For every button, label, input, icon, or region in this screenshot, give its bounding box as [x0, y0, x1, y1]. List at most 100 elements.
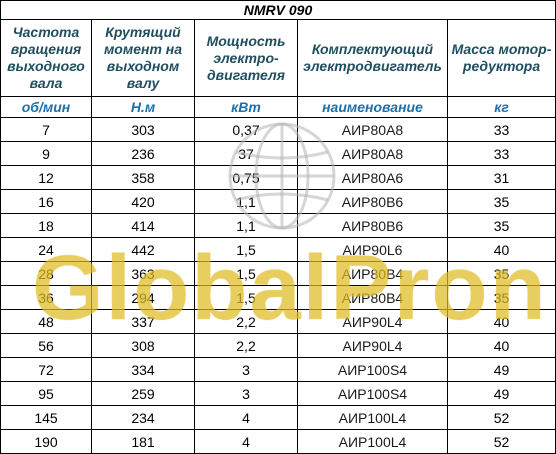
- header-row: Частота вращения выходного вала Крутящий …: [0, 19, 556, 97]
- mass-cell: 40: [446, 309, 556, 334]
- table-body: 7 303 0,37 АИР80А8 33 9 236 37 АИР80А8 33 12 358 0,7…: [0, 117, 556, 454]
- motor-model-cell: АИР80В4: [297, 261, 448, 286]
- motor-model-cell: АИР100L4: [297, 405, 448, 430]
- unit-cell-1: об/мин: [0, 96, 92, 118]
- table-row: 72 334 3 АИР100S4 49: [0, 357, 556, 382]
- motor-model-cell: АИР80А8: [297, 117, 448, 142]
- speed-cell: 24: [0, 237, 92, 262]
- speed-cell: 36: [0, 285, 92, 310]
- torque-cell: 181: [91, 429, 195, 454]
- table-row: 48 337 2,2 АИР90L4 40: [0, 309, 556, 334]
- motor-model-cell: АИР90L4: [297, 309, 448, 334]
- motor-model-cell: АИР80В4: [297, 285, 448, 310]
- table-title: NMRV 090: [0, 0, 556, 20]
- table-row: 36 294 1,5 АИР80В4 35: [0, 285, 556, 310]
- torque-cell: 337: [91, 309, 195, 334]
- mass-cell: 35: [446, 285, 556, 310]
- table-row: 95 259 3 АИР100S4 49: [0, 381, 556, 406]
- torque-cell: 294: [91, 285, 195, 310]
- torque-cell: 358: [91, 165, 195, 190]
- power-cell: 2,2: [194, 333, 298, 358]
- power-cell: 37: [194, 141, 298, 166]
- speed-cell: 56: [0, 333, 92, 358]
- power-cell: 2,2: [194, 309, 298, 334]
- table-row: 190 181 4 АИР100L4 52: [0, 429, 556, 454]
- motor-model-cell: АИР90L4: [297, 333, 448, 358]
- motor-model-cell: АИР100L4: [297, 429, 448, 454]
- table-row: 145 234 4 АИР100L4 52: [0, 405, 556, 430]
- mass-cell: 35: [446, 261, 556, 286]
- table-row: 18 414 1,1 АИР80В6 35: [0, 213, 556, 238]
- speed-cell: 72: [0, 357, 92, 382]
- power-cell: 1,5: [194, 237, 298, 262]
- motor-model-cell: АИР100S4: [297, 381, 448, 406]
- motor-model-cell: АИР80А6: [297, 165, 448, 190]
- motor-model-cell: АИР100S4: [297, 357, 448, 382]
- power-cell: 1,5: [194, 261, 298, 286]
- mass-cell: 49: [446, 381, 556, 406]
- torque-cell: 363: [91, 261, 195, 286]
- torque-cell: 420: [91, 189, 195, 214]
- column-header-3: Мощность электро-двигателя: [194, 19, 298, 97]
- unit-row: об/мин Н.м кВт наименование кг: [0, 96, 556, 118]
- column-header-4: Комплектующий электродвигатель: [297, 19, 448, 97]
- torque-cell: 234: [91, 405, 195, 430]
- mass-cell: 40: [446, 237, 556, 262]
- torque-cell: 442: [91, 237, 195, 262]
- torque-cell: 236: [91, 141, 195, 166]
- speed-cell: 16: [0, 189, 92, 214]
- power-cell: 1,5: [194, 285, 298, 310]
- mass-cell: 31: [446, 165, 556, 190]
- speed-cell: 7: [0, 117, 92, 142]
- motor-model-cell: АИР80В6: [297, 189, 448, 214]
- speed-cell: 12: [0, 165, 92, 190]
- speed-cell: 18: [0, 213, 92, 238]
- table-row: 12 358 0,75 АИР80А6 31: [0, 165, 556, 190]
- table-row: 28 363 1,5 АИР80В4 35: [0, 261, 556, 286]
- speed-cell: 95: [0, 381, 92, 406]
- motor-model-cell: АИР80В6: [297, 213, 448, 238]
- mass-cell: 49: [446, 357, 556, 382]
- torque-cell: 414: [91, 213, 195, 238]
- column-header-1: Частота вращения выходного вала: [0, 19, 92, 97]
- power-cell: 4: [194, 429, 298, 454]
- unit-cell-5: кг: [446, 96, 556, 118]
- motor-model-cell: АИР90L6: [297, 237, 448, 262]
- power-cell: 0,75: [194, 165, 298, 190]
- speed-cell: 28: [0, 261, 92, 286]
- speed-cell: 9: [0, 141, 92, 166]
- mass-cell: 40: [446, 333, 556, 358]
- torque-cell: 308: [91, 333, 195, 358]
- power-cell: 1,1: [194, 189, 298, 214]
- motor-model-cell: АИР80А8: [297, 141, 448, 166]
- mass-cell: 52: [446, 429, 556, 454]
- mass-cell: 33: [446, 141, 556, 166]
- mass-cell: 35: [446, 189, 556, 214]
- power-cell: 4: [194, 405, 298, 430]
- power-cell: 3: [194, 357, 298, 382]
- mass-cell: 33: [446, 117, 556, 142]
- table-row: 7 303 0,37 АИР80А8 33: [0, 117, 556, 142]
- power-cell: 0,37: [194, 117, 298, 142]
- torque-cell: 303: [91, 117, 195, 142]
- column-header-2: Крутящий момент на выходном валу: [91, 19, 195, 97]
- unit-cell-4: наименование: [297, 96, 448, 118]
- torque-cell: 334: [91, 357, 195, 382]
- speed-cell: 190: [0, 429, 92, 454]
- speed-cell: 145: [0, 405, 92, 430]
- torque-cell: 259: [91, 381, 195, 406]
- table-row: 56 308 2,2 АИР90L4 40: [0, 333, 556, 358]
- table-row: 9 236 37 АИР80А8 33: [0, 141, 556, 166]
- power-cell: 1,1: [194, 213, 298, 238]
- unit-cell-3: кВт: [194, 96, 298, 118]
- title-row: NMRV 090: [0, 0, 556, 20]
- power-cell: 3: [194, 381, 298, 406]
- speed-cell: 48: [0, 309, 92, 334]
- mass-cell: 35: [446, 213, 556, 238]
- table-row: 16 420 1,1 АИР80В6 35: [0, 189, 556, 214]
- table-row: 24 442 1,5 АИР90L6 40: [0, 237, 556, 262]
- mass-cell: 52: [446, 405, 556, 430]
- column-header-5: Масса мотор-редуктора: [446, 19, 556, 97]
